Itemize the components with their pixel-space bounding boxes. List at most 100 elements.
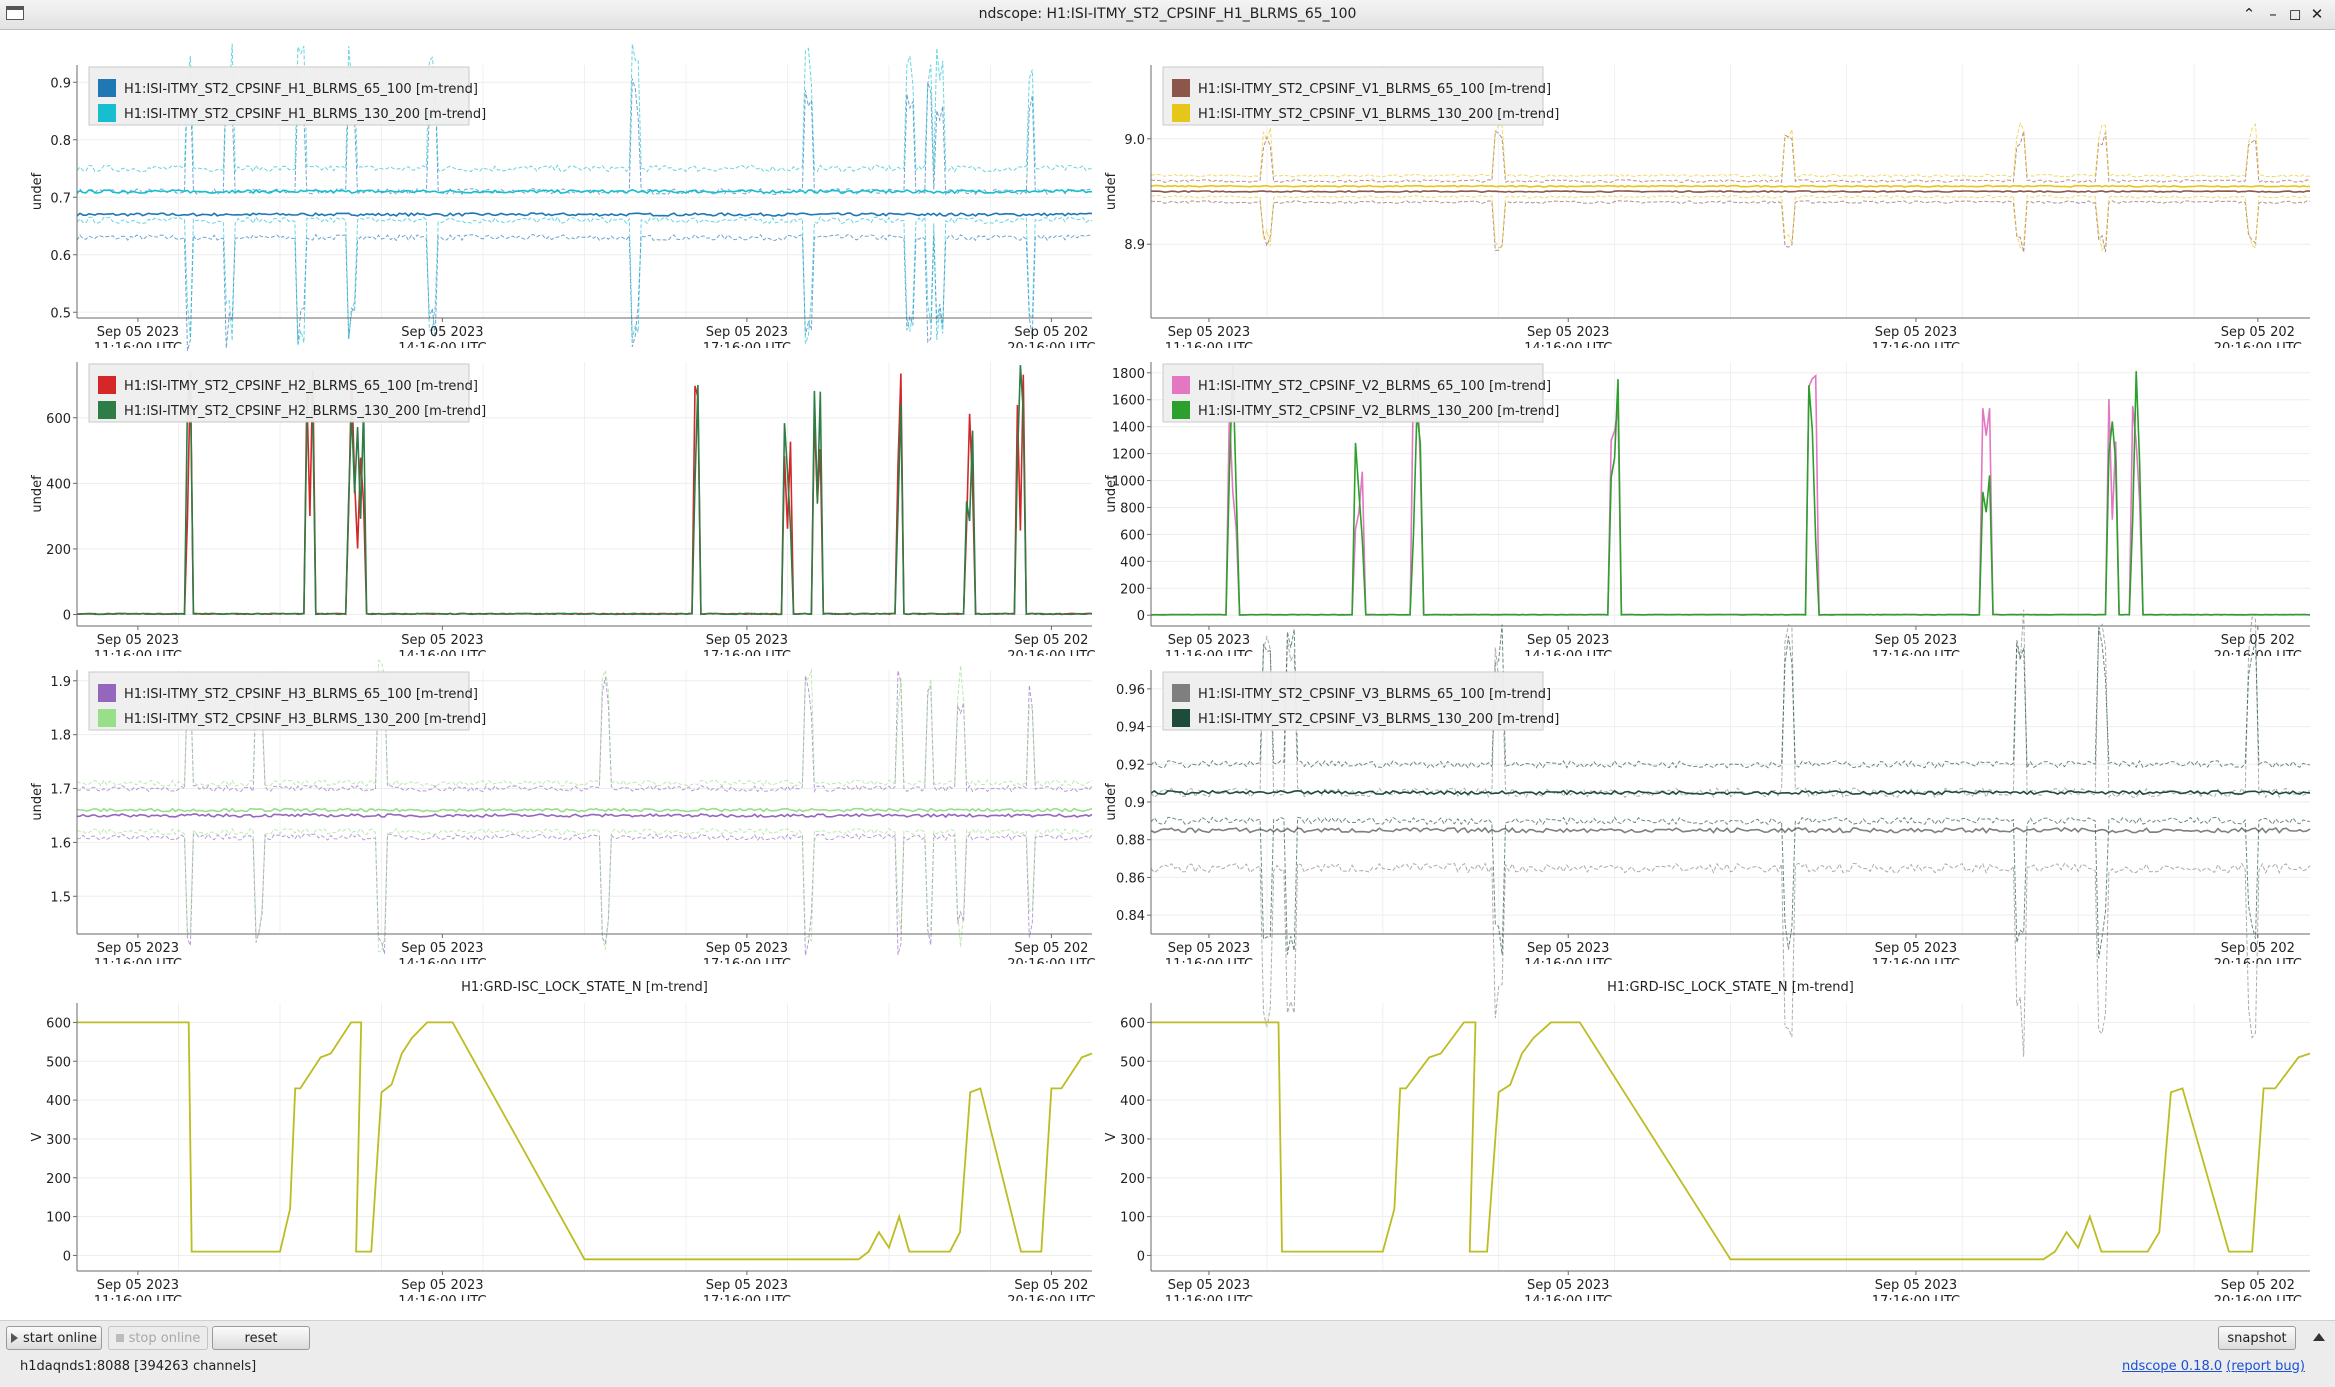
legend: H1:ISI-ITMY_ST2_CPSINF_V3_BLRMS_65_100 [… <box>1162 671 1559 731</box>
series-line <box>77 1021 1093 1261</box>
series-line <box>76 833 1093 956</box>
y-tick-label: 0.96 <box>1116 683 1145 698</box>
version-link[interactable]: ndscope 0.18.0 <box>2122 1359 2223 1374</box>
x-tick-label-date: Sep 05 2023 <box>706 325 788 340</box>
series-line <box>76 812 1093 819</box>
minimize-icon[interactable]: – <box>2269 5 2277 23</box>
series-line <box>76 659 1093 788</box>
x-tick-label-time: 14:16:00 UTC <box>1524 341 1612 356</box>
x-tick-label-time: 11:16:00 UTC <box>1165 957 1253 972</box>
y-tick-label: 1.9 <box>50 675 71 690</box>
y-tick-label: 600 <box>1120 528 1145 543</box>
series-line <box>76 233 1093 351</box>
x-tick-label-date: Sep 05 202 <box>1014 1278 1088 1293</box>
legend: H1:ISI-ITMY_ST2_CPSINF_H2_BLRMS_65_100 [… <box>88 363 486 423</box>
series-line <box>1150 624 2311 770</box>
series-line <box>1150 200 2311 253</box>
y-axis-label: undef <box>30 783 45 821</box>
y-tick-label: 0.86 <box>1116 871 1145 886</box>
x-tick-label-date: Sep 05 202 <box>1014 633 1088 648</box>
x-tick-label-time: 20:16:00 UTC <box>1007 649 1095 664</box>
x-tick-label-time: 20:16:00 UTC <box>2214 957 2302 972</box>
series-line <box>1150 862 2311 1057</box>
x-tick-label-time: 17:16:00 UTC <box>1872 1294 1960 1309</box>
y-tick-label: 500 <box>1120 1055 1145 1070</box>
reset-button[interactable]: reset <box>212 1326 310 1350</box>
x-tick-label-time: 17:16:00 UTC <box>703 341 791 356</box>
y-tick-label: 100 <box>1120 1211 1145 1226</box>
x-tick-label-time: 14:16:00 UTC <box>398 1294 486 1309</box>
x-tick-label-date: Sep 05 2023 <box>1527 941 1609 956</box>
x-tick-label-date: Sep 05 202 <box>2221 1278 2295 1293</box>
x-tick-label-time: 20:16:00 UTC <box>2214 1294 2302 1309</box>
start-online-button[interactable]: start online <box>6 1326 102 1350</box>
y-tick-label: 1400 <box>1112 421 1145 436</box>
x-tick-label-date: Sep 05 202 <box>1014 325 1088 340</box>
legend-swatch <box>1172 79 1190 97</box>
collapse-icon[interactable] <box>2313 1333 2325 1341</box>
legend-label: H1:ISI-ITMY_ST2_CPSINF_H1_BLRMS_65_100 [… <box>124 82 478 97</box>
x-tick-label-date: Sep 05 2023 <box>97 1278 179 1293</box>
plot-area: 0.5 0.6 0.7 0.8 0.9 undef Sep 05 2023 11:16:00 … <box>0 30 2335 1320</box>
window-title: ndscope: H1:ISI-ITMY_ST2_CPSINF_H1_BLRMS… <box>978 6 1357 22</box>
x-tick-label-date: Sep 05 202 <box>2221 941 2295 956</box>
legend-swatch <box>98 376 116 394</box>
toolbar: start online stop online reset snapshot <box>0 1320 2335 1354</box>
chevron-up-icon[interactable]: ⌃ <box>2242 5 2256 23</box>
x-tick-label-time: 14:16:00 UTC <box>398 341 486 356</box>
plot-title: H1:GRD-ISC_LOCK_STATE_N [m-trend] <box>461 980 708 995</box>
x-tick-label-date: Sep 05 2023 <box>1168 941 1250 956</box>
y-tick-label: 600 <box>46 412 71 427</box>
y-tick-label: 1.6 <box>50 836 71 851</box>
series-line <box>1150 130 2311 183</box>
y-tick-label: 400 <box>1120 1094 1145 1109</box>
legend-swatch <box>1172 376 1190 394</box>
legend-swatch <box>98 79 116 97</box>
y-tick-label: 1600 <box>1112 394 1145 409</box>
legend-swatch <box>98 709 116 727</box>
legend: H1:ISI-ITMY_ST2_CPSINF_H1_BLRMS_65_100 [… <box>88 66 486 126</box>
x-tick-label-time: 17:16:00 UTC <box>703 649 791 664</box>
series-line <box>76 827 1093 953</box>
y-tick-label: 0.5 <box>50 306 71 321</box>
close-icon[interactable]: ✕ <box>2310 5 2324 23</box>
series-line <box>1150 789 2311 796</box>
series-line <box>76 215 1093 346</box>
x-tick-label-time: 20:16:00 UTC <box>1007 957 1095 972</box>
legend-label: H1:ISI-ITMY_ST2_CPSINF_H3_BLRMS_65_100 [… <box>124 687 478 702</box>
y-tick-label: 1800 <box>1112 367 1145 382</box>
x-tick-label-time: 17:16:00 UTC <box>703 1294 791 1309</box>
x-tick-label-time: 17:16:00 UTC <box>1872 649 1960 664</box>
y-tick-label: 0.7 <box>50 191 71 206</box>
x-tick-label-date: Sep 05 2023 <box>401 1278 483 1293</box>
series-line <box>1150 194 2311 252</box>
x-tick-label-time: 20:16:00 UTC <box>1007 1294 1095 1309</box>
play-icon <box>10 1333 18 1343</box>
app-window-icon[interactable] <box>6 6 24 20</box>
y-tick-label: 8.9 <box>1124 238 1145 253</box>
legend-label: H1:ISI-ITMY_ST2_CPSINF_V1_BLRMS_130_200 … <box>1198 107 1559 122</box>
maximize-icon[interactable]: ◻ <box>2288 5 2302 23</box>
legend-box <box>88 671 470 731</box>
snapshot-button[interactable]: snapshot <box>2218 1326 2296 1350</box>
y-axis-label: undef <box>30 475 45 513</box>
legend-box <box>88 363 470 423</box>
series-line <box>1150 365 2311 616</box>
x-tick-label-time: 11:16:00 UTC <box>1165 649 1253 664</box>
status-bar: h1daqnds1:8088 [394263 channels] ndscope… <box>0 1354 2335 1387</box>
x-tick-label-time: 17:16:00 UTC <box>703 957 791 972</box>
x-tick-label-time: 11:16:00 UTC <box>1165 1294 1253 1309</box>
x-tick-label-date: Sep 05 2023 <box>706 1278 788 1293</box>
x-tick-label-date: Sep 05 2023 <box>1875 633 1957 648</box>
legend-swatch <box>1172 104 1190 122</box>
y-tick-label: 0.88 <box>1116 834 1145 849</box>
legend-swatch <box>1172 709 1190 727</box>
y-tick-label: 1.7 <box>50 783 71 798</box>
report-bug-link[interactable]: (report bug) <box>2226 1359 2305 1374</box>
legend-label: H1:ISI-ITMY_ST2_CPSINF_H1_BLRMS_130_200 … <box>124 107 486 122</box>
server-info: h1daqnds1:8088 [394263 channels] <box>20 1359 257 1374</box>
